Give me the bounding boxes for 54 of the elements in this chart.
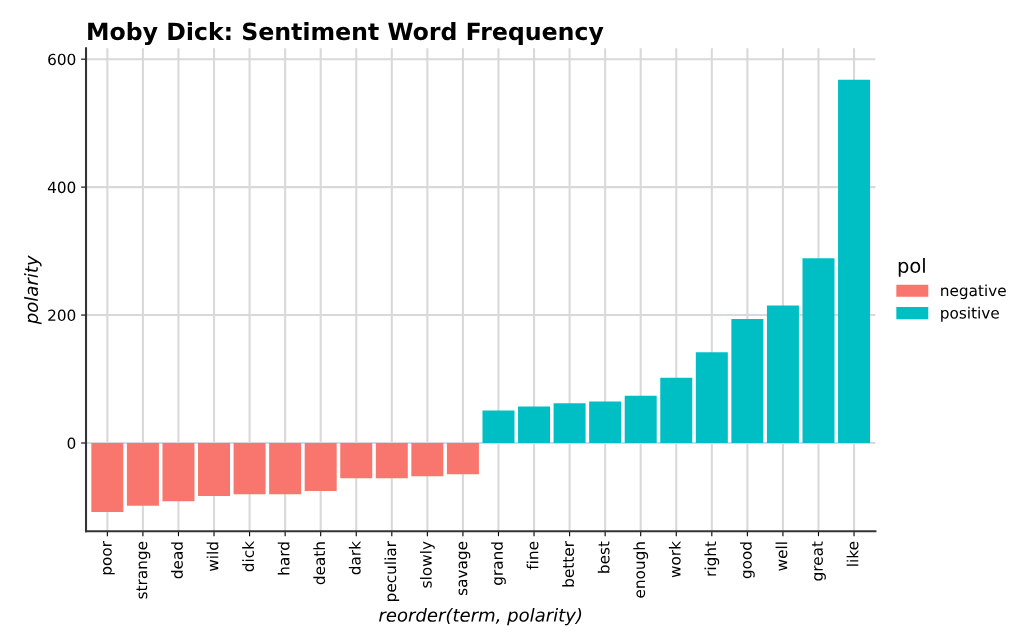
x-tick-label: work (668, 541, 681, 578)
x-tick-label: grand (491, 542, 506, 585)
bar (589, 401, 622, 444)
x-tick-label: wild (206, 542, 219, 572)
x-tick-label: savage (458, 541, 471, 596)
chart-title: Moby Dick: Sentiment Word Frequency (88, 22, 604, 46)
y-tick-label: 600 (48, 53, 76, 66)
x-tick-label: better (562, 541, 575, 587)
x-tick-label: good (739, 542, 755, 579)
legend-label: negative (941, 284, 1006, 300)
bar (269, 443, 302, 495)
x-tick-label: dick (242, 541, 255, 572)
y-axis-title: polarity (24, 255, 42, 325)
bar (660, 377, 693, 444)
bar (518, 406, 551, 444)
legend-title: pol (898, 257, 925, 277)
y-tick-label: 200 (48, 309, 76, 322)
x-tick-label: like (846, 541, 859, 566)
x-axis-title: reorder(term, polarity) (379, 607, 582, 626)
bar (482, 410, 515, 444)
bar (553, 403, 586, 444)
bar (91, 443, 124, 513)
legend-label: positive (941, 306, 999, 322)
y-tick-label: 0 (67, 437, 76, 450)
x-tick-label: slowly (419, 541, 435, 588)
bar (624, 395, 657, 444)
x-tick-label: fine (526, 541, 539, 570)
x-tick-label: strange (136, 541, 151, 599)
x-tick-label: peculiar (384, 541, 400, 601)
x-tick-label: dark (348, 541, 361, 575)
bar (162, 443, 195, 502)
bar (766, 305, 799, 444)
bar (126, 443, 159, 506)
bar (802, 258, 835, 444)
x-tick-label: best (597, 541, 610, 573)
bar (411, 443, 444, 477)
x-tick-label: right (704, 541, 720, 576)
x-tick-label: poor (103, 541, 115, 575)
x-tick-label: hard (277, 542, 290, 575)
bar (838, 79, 871, 444)
bar (340, 443, 373, 479)
x-tick-label: enough (633, 542, 649, 598)
x-tick-label: great (811, 541, 826, 581)
bar (233, 443, 266, 495)
bar (446, 443, 479, 475)
x-tick-label: well (775, 542, 788, 571)
bar (198, 443, 231, 497)
bar (731, 318, 764, 444)
x-tick-label: dead (171, 542, 183, 579)
x-tick-label: death (313, 542, 326, 585)
y-tick-label: 400 (47, 181, 76, 194)
bar (375, 443, 408, 479)
bar (304, 443, 337, 491)
bar (695, 352, 728, 444)
